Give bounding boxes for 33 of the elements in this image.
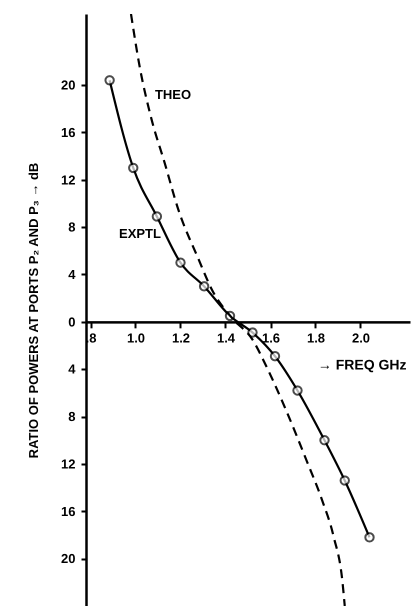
point <box>128 162 138 174</box>
point <box>340 475 350 486</box>
y-axis-title: RATIO OF POWERS AT PORTS P₂ AND P₃ → dB <box>26 162 42 458</box>
point <box>198 281 210 292</box>
y-tick-label: 12 <box>61 172 76 188</box>
point <box>319 435 330 446</box>
x-tick-label: 2.0 <box>352 330 370 346</box>
x-tick-label: 1.4 <box>216 330 236 346</box>
point <box>292 385 303 396</box>
y-tick-label: 4 <box>68 266 76 282</box>
point <box>104 75 115 86</box>
y-tick-label: 16 <box>61 504 76 519</box>
annotation: EXPTL <box>119 226 161 241</box>
y-tick-label: 8 <box>68 220 76 235</box>
point <box>247 327 258 338</box>
x-tick-label: 1.6 <box>262 330 280 346</box>
point <box>364 532 375 543</box>
x-tick-label: 1.2 <box>172 330 190 346</box>
x-tick-label: .8 <box>86 330 96 346</box>
y-tick-label: 4 <box>68 362 76 377</box>
annotation: THEO <box>154 87 192 102</box>
y-tick-label: 20 <box>61 78 76 93</box>
y-tick-label: 16 <box>61 124 76 140</box>
point <box>270 351 280 362</box>
x-tick-label: 1.0 <box>126 330 146 346</box>
point <box>175 257 186 268</box>
point <box>152 211 162 222</box>
y-tick-label: 0 <box>68 314 76 330</box>
x-axis-title: → FREQ GHz <box>318 356 406 372</box>
x-tick-label: 1.8 <box>306 330 326 346</box>
y-tick-label: 8 <box>68 409 76 424</box>
y-tick-label: 12 <box>61 456 76 472</box>
y-tick-label: 20 <box>61 551 76 566</box>
